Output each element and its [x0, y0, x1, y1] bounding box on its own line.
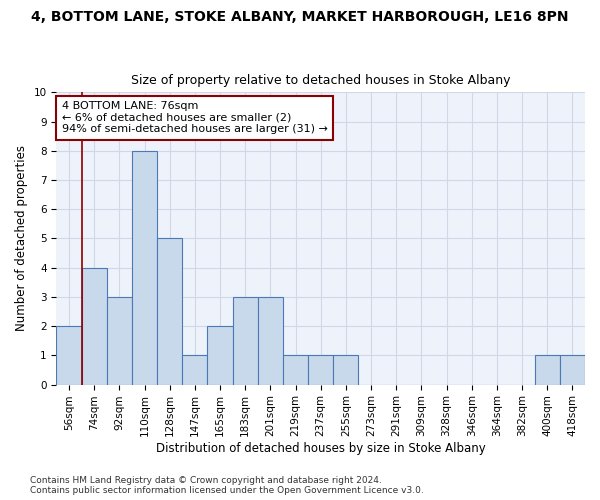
Bar	[208, 326, 233, 384]
X-axis label: Distribution of detached houses by size in Stoke Albany: Distribution of detached houses by size …	[156, 442, 485, 455]
Bar	[157, 238, 182, 384]
Bar	[283, 356, 308, 384]
Bar	[560, 356, 585, 384]
Bar	[132, 151, 157, 384]
Bar	[182, 356, 208, 384]
Title: Size of property relative to detached houses in Stoke Albany: Size of property relative to detached ho…	[131, 74, 511, 87]
Bar	[333, 356, 358, 384]
Text: 4, BOTTOM LANE, STOKE ALBANY, MARKET HARBOROUGH, LE16 8PN: 4, BOTTOM LANE, STOKE ALBANY, MARKET HAR…	[31, 10, 569, 24]
Bar	[308, 356, 333, 384]
Bar	[107, 297, 132, 384]
Text: Contains HM Land Registry data © Crown copyright and database right 2024.
Contai: Contains HM Land Registry data © Crown c…	[30, 476, 424, 495]
Text: 4 BOTTOM LANE: 76sqm
← 6% of detached houses are smaller (2)
94% of semi-detache: 4 BOTTOM LANE: 76sqm ← 6% of detached ho…	[62, 101, 328, 134]
Bar	[535, 356, 560, 384]
Bar	[56, 326, 82, 384]
Y-axis label: Number of detached properties: Number of detached properties	[15, 146, 28, 332]
Bar	[82, 268, 107, 384]
Bar	[233, 297, 258, 384]
Bar	[258, 297, 283, 384]
